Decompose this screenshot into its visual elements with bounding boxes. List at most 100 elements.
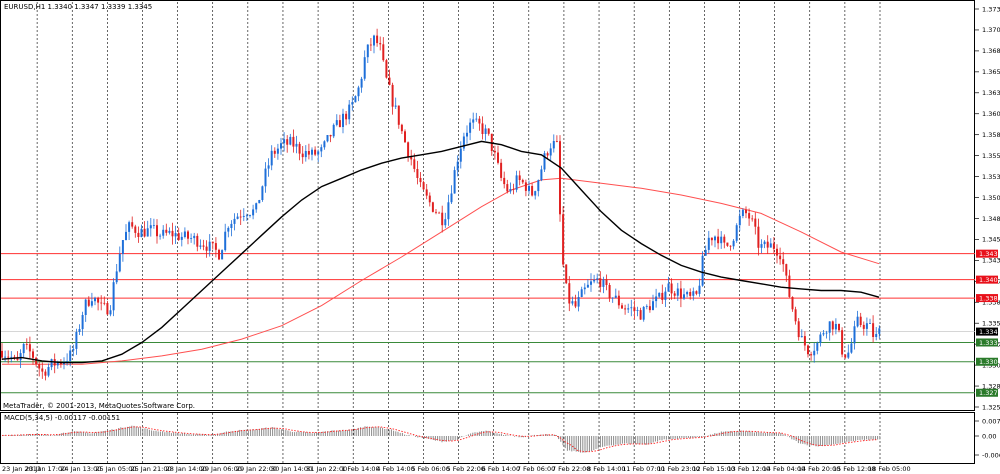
time-tick-label: 6 Feb 14:00 <box>482 465 521 473</box>
candle-body <box>152 225 155 226</box>
candle-body <box>800 336 803 338</box>
candle-body <box>335 120 338 125</box>
level-tag-text: 1.3438 <box>979 250 1000 258</box>
candle-body <box>714 236 716 241</box>
time-tick-label: 5 Feb 06:00 <box>411 465 450 473</box>
level-tag-text: 1.3332 <box>979 339 1000 347</box>
candle-body <box>156 225 158 237</box>
ma-slow-line[interactable] <box>2 177 880 365</box>
candle-body <box>369 44 372 46</box>
candle-body <box>652 301 654 311</box>
candle-body <box>128 222 131 232</box>
candle-body <box>648 306 651 311</box>
price-axis: 1.3730 1.3705 1.3680 1.3655 1.3630 1.3605 1.35… <box>975 5 1000 411</box>
candle-body <box>44 371 47 376</box>
level-tag-1.3332 <box>976 338 998 347</box>
candle-body <box>850 343 853 353</box>
candle-body <box>568 283 571 304</box>
candle-body <box>338 120 341 128</box>
candle-body <box>121 240 124 254</box>
candle-body <box>292 136 295 147</box>
candle-body <box>280 143 282 149</box>
price-tick-label: 1.3605 <box>982 110 1000 118</box>
candle-body <box>745 209 747 214</box>
candle-body <box>574 301 577 307</box>
candle-body <box>19 353 22 361</box>
candle-body <box>540 169 543 181</box>
candle-body <box>831 321 834 330</box>
candle-body <box>242 216 245 217</box>
candle-body <box>66 361 69 362</box>
candle-body <box>81 315 84 330</box>
candle-body <box>779 255 782 260</box>
candle-body <box>50 359 53 368</box>
candle-body <box>865 323 868 329</box>
candle-body <box>738 215 741 226</box>
candle-body <box>822 333 825 335</box>
candle-body <box>590 281 592 285</box>
macd-frame[interactable] <box>0 412 975 464</box>
candle-body <box>546 153 549 156</box>
candle-body <box>221 250 224 260</box>
candle-body <box>611 297 614 299</box>
candle-body <box>608 285 611 299</box>
candle-body <box>481 123 484 134</box>
candle-body <box>78 329 81 332</box>
candle-body <box>769 243 772 248</box>
candle-body <box>661 292 664 300</box>
candle-body <box>577 297 580 307</box>
candle-body <box>323 141 326 148</box>
candle-body <box>614 295 617 298</box>
chart-title: EURUSD,H1 1.3340 1.3347 1.3339 1.3345 <box>4 3 152 11</box>
level-tag-1.3438 <box>976 249 998 258</box>
price-chart-frame[interactable] <box>0 0 975 411</box>
time-tick-label: 23 Jan 17:00 <box>25 465 66 473</box>
candle-body <box>580 289 583 297</box>
candle-body <box>174 233 177 237</box>
time-tick-label: 24 Jan 13:00 <box>60 465 101 473</box>
candle-body <box>10 356 13 358</box>
candle-body <box>193 235 196 239</box>
candle-body <box>118 254 121 272</box>
candle-body <box>673 293 676 296</box>
candle-body <box>295 143 298 147</box>
candle-body <box>630 307 633 309</box>
time-tick-label: 18 Feb 05:00 <box>868 465 911 473</box>
candle-body <box>69 350 72 361</box>
candle-body <box>667 283 670 292</box>
candle-body <box>87 299 90 306</box>
candle-body <box>596 278 599 280</box>
candle-body <box>202 245 205 247</box>
candle-body <box>729 245 732 247</box>
candle-body <box>4 356 7 358</box>
candle-body <box>326 135 329 142</box>
time-tick-label: 5 Feb 22:00 <box>447 465 486 473</box>
candle-body <box>56 362 59 366</box>
candle-body <box>162 229 165 236</box>
time-tick-label: 31 Jan 22:00 <box>306 465 347 473</box>
candle-body <box>537 180 540 192</box>
candle-body <box>214 243 217 250</box>
candle-body <box>509 189 512 192</box>
time-tick-label: 14 Feb 04:00 <box>763 465 806 473</box>
time-tick-label: 14 Feb 20:00 <box>798 465 841 473</box>
candle-body <box>689 292 692 296</box>
candle-body <box>388 77 391 85</box>
candle-body <box>94 297 96 302</box>
candle-body <box>441 212 444 226</box>
candle-body <box>419 178 422 183</box>
candle-body <box>431 202 434 212</box>
ma-fast-line[interactable] <box>1 140 880 364</box>
candle-body <box>239 216 242 218</box>
price-tick-label: 1.3730 <box>982 5 1000 13</box>
copyright-text: MetaTrader, © 2001-2013, MetaQuotes Soft… <box>3 402 195 410</box>
candle-body <box>859 316 862 325</box>
candle-body <box>236 216 239 219</box>
price-tick-label: 1.3505 <box>982 194 1000 202</box>
candle-body <box>332 124 335 137</box>
candle-body <box>695 291 698 294</box>
time-tick-label: 7 Feb 06:00 <box>517 465 556 473</box>
candle-body <box>183 231 186 237</box>
candle-body <box>149 225 152 229</box>
